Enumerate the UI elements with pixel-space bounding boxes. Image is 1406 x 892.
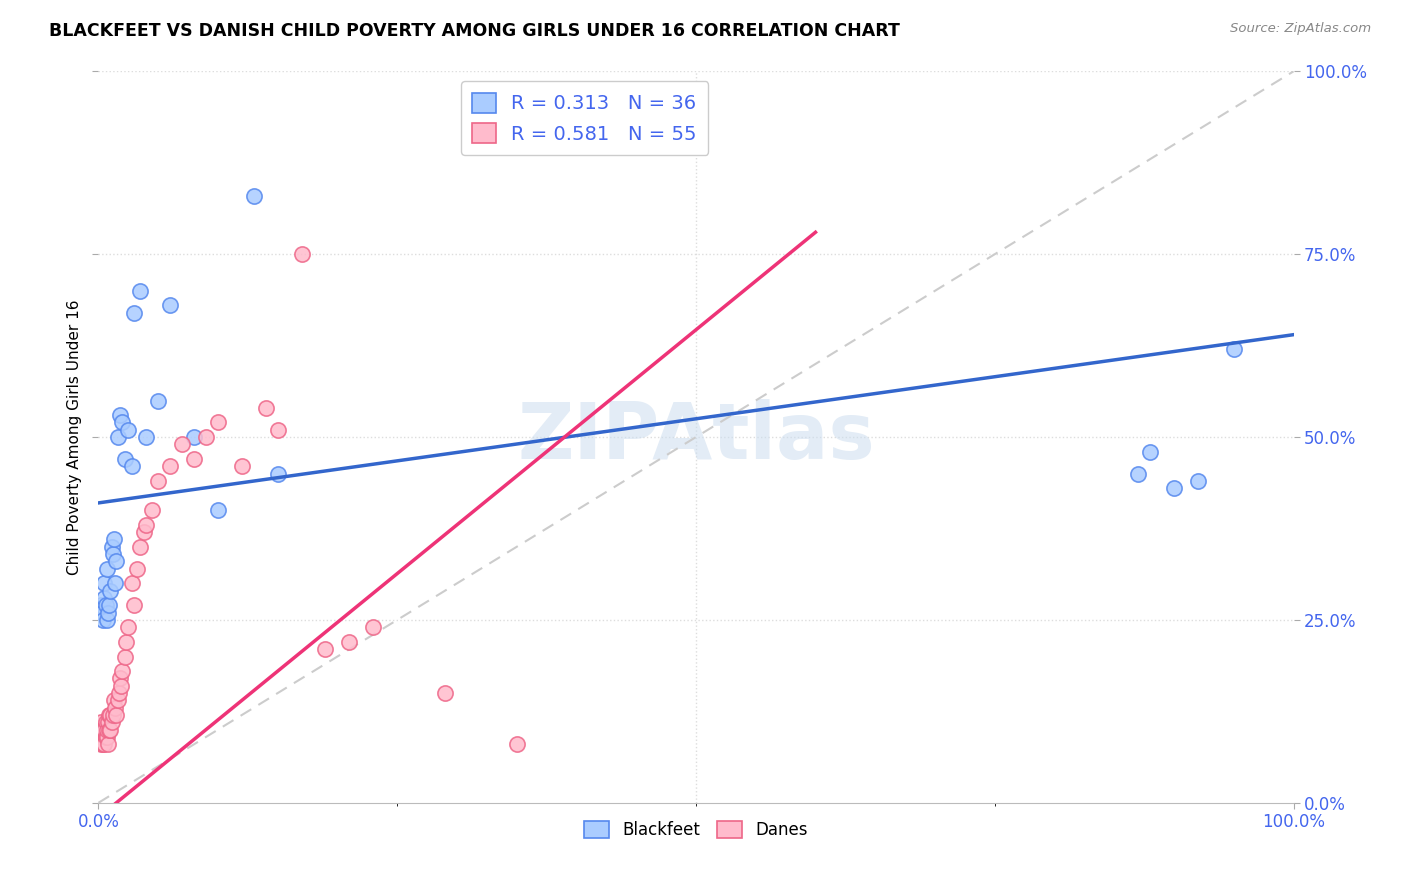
Point <box>94 715 117 730</box>
Point <box>267 467 290 481</box>
Point <box>90 715 112 730</box>
Point <box>90 599 112 613</box>
Point <box>183 430 205 444</box>
Point <box>124 599 146 613</box>
Point <box>91 613 114 627</box>
Point <box>91 723 114 737</box>
Point <box>111 416 134 430</box>
Point <box>93 737 115 751</box>
Point <box>91 737 114 751</box>
Point <box>141 503 163 517</box>
Point <box>315 642 337 657</box>
Point <box>159 459 181 474</box>
Point <box>97 606 120 620</box>
Point <box>89 730 111 744</box>
Point <box>93 591 115 605</box>
Point <box>101 708 124 723</box>
Point <box>114 452 136 467</box>
Point <box>254 401 277 415</box>
Point <box>101 547 124 561</box>
Point <box>125 562 148 576</box>
Point <box>195 430 218 444</box>
Point <box>105 708 128 723</box>
Point <box>94 599 117 613</box>
Point <box>243 188 266 202</box>
Point <box>124 306 146 320</box>
Point <box>114 649 136 664</box>
Point <box>90 737 112 751</box>
Point <box>132 525 155 540</box>
Point <box>108 408 131 422</box>
Point <box>121 576 143 591</box>
Y-axis label: Child Poverty Among Girls Under 16: Child Poverty Among Girls Under 16 <box>66 300 82 574</box>
Point <box>98 599 121 613</box>
Point <box>434 686 457 700</box>
Point <box>115 635 138 649</box>
Point <box>89 723 111 737</box>
Point <box>129 284 152 298</box>
Point <box>148 474 170 488</box>
Point <box>207 416 229 430</box>
Point <box>93 576 115 591</box>
Point <box>108 672 131 686</box>
Point <box>98 583 122 598</box>
Point <box>129 540 152 554</box>
Point <box>91 730 114 744</box>
Point <box>97 737 120 751</box>
Point <box>135 517 157 532</box>
Point <box>110 679 132 693</box>
Point <box>172 437 194 451</box>
Text: ZIPAtlas: ZIPAtlas <box>517 399 875 475</box>
Point <box>506 737 529 751</box>
Point <box>107 686 129 700</box>
Point <box>1163 481 1185 495</box>
Point <box>104 700 127 714</box>
Point <box>148 393 170 408</box>
Point <box>98 723 122 737</box>
Point <box>96 613 118 627</box>
Point <box>107 693 129 707</box>
Point <box>91 606 114 620</box>
Point <box>363 620 385 634</box>
Point <box>1223 343 1246 357</box>
Point <box>1187 474 1209 488</box>
Point <box>98 723 121 737</box>
Point <box>1139 444 1161 458</box>
Point <box>91 723 114 737</box>
Point <box>103 693 125 707</box>
Point <box>159 298 181 312</box>
Point <box>98 708 122 723</box>
Point <box>97 715 120 730</box>
Point <box>267 423 290 437</box>
Point <box>94 730 117 744</box>
Point <box>100 715 122 730</box>
Point <box>96 723 118 737</box>
Point <box>107 430 129 444</box>
Point <box>1128 467 1150 481</box>
Point <box>98 708 121 723</box>
Point <box>96 562 118 576</box>
Point <box>93 723 115 737</box>
Point <box>183 452 205 467</box>
Point <box>207 503 229 517</box>
Point <box>231 459 253 474</box>
Text: Source: ZipAtlas.com: Source: ZipAtlas.com <box>1230 22 1371 36</box>
Point <box>339 635 361 649</box>
Point <box>100 540 122 554</box>
Point <box>117 620 139 634</box>
Point <box>111 664 134 678</box>
Point <box>117 423 139 437</box>
Point <box>121 459 143 474</box>
Point <box>105 554 128 568</box>
Text: BLACKFEET VS DANISH CHILD POVERTY AMONG GIRLS UNDER 16 CORRELATION CHART: BLACKFEET VS DANISH CHILD POVERTY AMONG … <box>49 22 900 40</box>
Point <box>103 533 125 547</box>
Legend: Blackfeet, Danes: Blackfeet, Danes <box>578 814 814 846</box>
Point <box>135 430 157 444</box>
Point <box>104 576 127 591</box>
Point <box>96 730 118 744</box>
Point <box>291 247 314 261</box>
